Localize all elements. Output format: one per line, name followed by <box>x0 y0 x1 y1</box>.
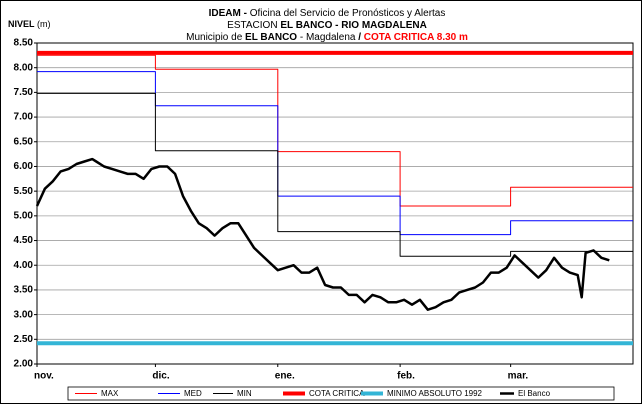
y-label-part: NIVEL <box>8 19 35 29</box>
series-line <box>35 157 610 311</box>
y-tick-label: 3.00 <box>14 309 34 320</box>
y-tick-label: 5.50 <box>14 186 34 197</box>
series-line <box>37 71 633 236</box>
y-label-part: (m) <box>35 19 51 29</box>
title-part: EL BANCO <box>245 32 297 43</box>
title-part: Municipio de <box>186 32 245 43</box>
legend-label: MED <box>184 389 202 398</box>
y-tick-label: 5.00 <box>14 210 34 221</box>
title-line-1: IDEAM - Oficina del Servicio de Pronósti… <box>209 8 446 19</box>
title-part: COTA CRITICA 8.30 m <box>364 32 468 43</box>
title-part: EL BANCO - RIO MAGDALENA <box>280 20 426 31</box>
legend-label: MIN <box>237 389 252 398</box>
y-tick-label: 6.00 <box>14 161 34 172</box>
legend-label: MAX <box>101 389 119 398</box>
x-tick-label: ene. <box>275 371 295 382</box>
y-tick-label: 7.50 <box>14 87 34 98</box>
title-line-3: Municipio de EL BANCO - Magdalena / COTA… <box>186 32 468 43</box>
y-tick-label: 3.50 <box>14 285 34 296</box>
title-part: - Magdalena <box>297 32 358 43</box>
y-tick-label: 4.50 <box>14 235 34 246</box>
series-line <box>37 54 633 207</box>
y-tick-label: 2.00 <box>14 359 34 370</box>
title-part: Oficina del Servicio de Pronósticos y Al… <box>250 8 446 19</box>
y-tick-label: 6.50 <box>14 136 34 147</box>
x-tick-label: nov. <box>34 371 54 382</box>
y-tick-label: 2.50 <box>14 334 34 345</box>
x-tick-label: mar. <box>508 371 529 382</box>
title-part: ESTACION <box>227 20 280 31</box>
legend-label: COTA CRITICA <box>309 389 365 398</box>
legend-label: El Banco <box>518 389 551 398</box>
title-part: IDEAM - <box>209 8 250 19</box>
y-tick-label: 4.00 <box>14 260 34 271</box>
legend-label: MINIMO ABSOLUTO 1992 <box>387 389 483 398</box>
y-tick-label: 7.00 <box>14 112 34 123</box>
series-line <box>37 92 633 257</box>
x-tick-label: feb. <box>397 371 415 382</box>
x-tick-label: dic. <box>152 371 169 382</box>
y-axis-label: NIVEL (m) <box>8 19 51 29</box>
y-tick-label: 8.00 <box>14 62 34 73</box>
y-tick-label: 8.50 <box>14 38 34 49</box>
title-line-2: ESTACION EL BANCO - RIO MAGDALENA <box>227 20 427 31</box>
legend-frame <box>67 386 615 401</box>
title-part: / <box>358 32 364 43</box>
